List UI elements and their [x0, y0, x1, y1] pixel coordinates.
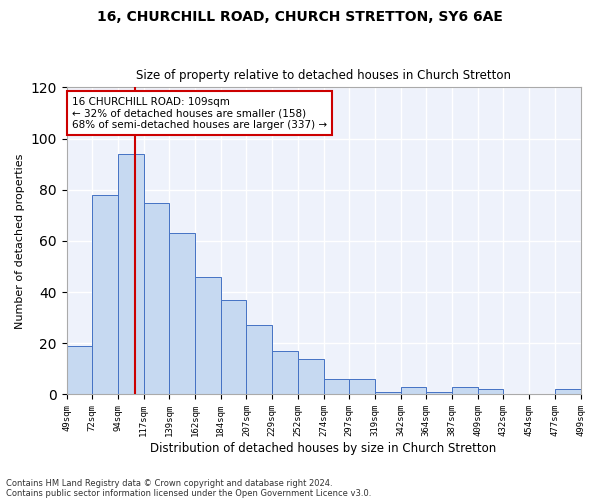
- Bar: [92, 195, 118, 394]
- Title: Size of property relative to detached houses in Church Stretton: Size of property relative to detached ho…: [136, 69, 511, 82]
- Text: Contains HM Land Registry data © Crown copyright and database right 2024.: Contains HM Land Registry data © Crown c…: [6, 478, 332, 488]
- Bar: [118, 154, 144, 394]
- Bar: [195, 276, 221, 394]
- Bar: [247, 326, 272, 394]
- Bar: [555, 390, 581, 394]
- Bar: [349, 379, 375, 394]
- Text: Contains public sector information licensed under the Open Government Licence v3: Contains public sector information licen…: [6, 488, 371, 498]
- Bar: [323, 379, 349, 394]
- Bar: [221, 300, 247, 394]
- Bar: [272, 351, 298, 395]
- Bar: [478, 390, 503, 394]
- Bar: [298, 358, 323, 394]
- Bar: [169, 233, 195, 394]
- Bar: [144, 202, 169, 394]
- X-axis label: Distribution of detached houses by size in Church Stretton: Distribution of detached houses by size …: [151, 442, 497, 455]
- Text: 16, CHURCHILL ROAD, CHURCH STRETTON, SY6 6AE: 16, CHURCHILL ROAD, CHURCH STRETTON, SY6…: [97, 10, 503, 24]
- Y-axis label: Number of detached properties: Number of detached properties: [15, 153, 25, 328]
- Bar: [67, 346, 92, 395]
- Bar: [375, 392, 401, 394]
- Bar: [452, 387, 478, 394]
- Bar: [401, 387, 427, 394]
- Bar: [427, 392, 452, 394]
- Text: 16 CHURCHILL ROAD: 109sqm
← 32% of detached houses are smaller (158)
68% of semi: 16 CHURCHILL ROAD: 109sqm ← 32% of detac…: [72, 96, 327, 130]
